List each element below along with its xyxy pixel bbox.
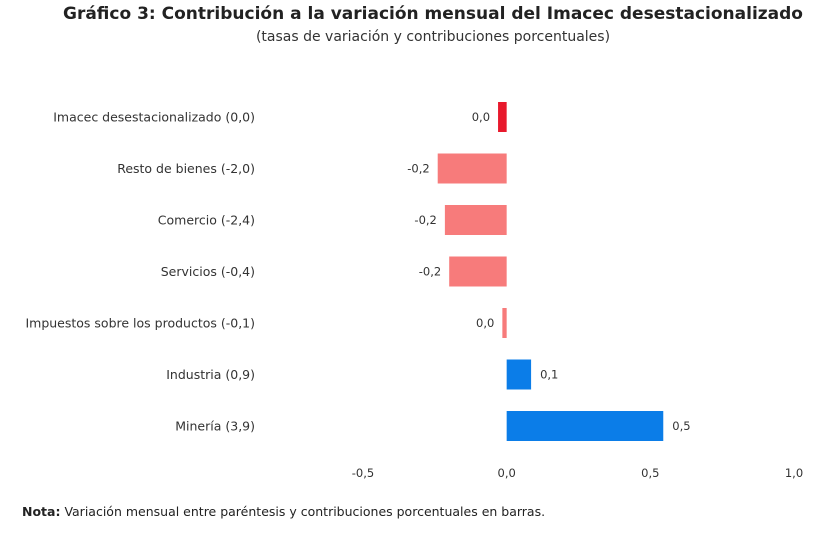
bar-value-label: 0,0: [476, 316, 494, 330]
category-label: Resto de bienes (-2,0): [117, 161, 255, 176]
bar: [506, 359, 532, 390]
chart-title: Gráfico 3: Contribución a la variación m…: [63, 4, 803, 24]
category-label: Industria (0,9): [166, 367, 255, 382]
bar: [449, 256, 507, 287]
footnote: Nota: Variación mensual entre paréntesis…: [22, 504, 545, 519]
bar: [444, 205, 507, 235]
footnote-text: Variación mensual entre paréntesis y con…: [60, 504, 546, 519]
bar-value-label: -0,2: [414, 213, 436, 227]
bar-value-label: -0,2: [407, 162, 429, 176]
bar-value-label: -0,2: [419, 265, 441, 279]
category-label: Minería (3,9): [175, 419, 255, 434]
category-label: Impuestos sobre los productos (-0,1): [25, 316, 255, 331]
x-tick-label: 0,5: [641, 466, 659, 480]
category-label: Servicios (-0,4): [161, 264, 255, 279]
category-label: Imacec desestacionalizado (0,0): [53, 110, 255, 125]
bar-value-label: 0,1: [540, 368, 558, 382]
bar: [502, 308, 507, 338]
x-tick-label: 1,0: [785, 466, 803, 480]
bar-value-label: 0,5: [672, 419, 690, 433]
x-tick-label: -0,5: [352, 466, 374, 480]
footnote-label: Nota:: [22, 504, 61, 519]
bar-chart: Imacec desestacionalizado (0,0) 0,0 Resto …: [25, 102, 803, 480]
bar-value-label: 0,0: [472, 110, 490, 124]
category-label: Comercio (-2,4): [158, 213, 255, 228]
x-tick-label: 0,0: [498, 466, 516, 480]
bar: [437, 153, 507, 184]
bar: [506, 411, 664, 441]
bar: [498, 102, 507, 132]
chart-subtitle: (tasas de variación y contribuciones por…: [255, 29, 611, 45]
